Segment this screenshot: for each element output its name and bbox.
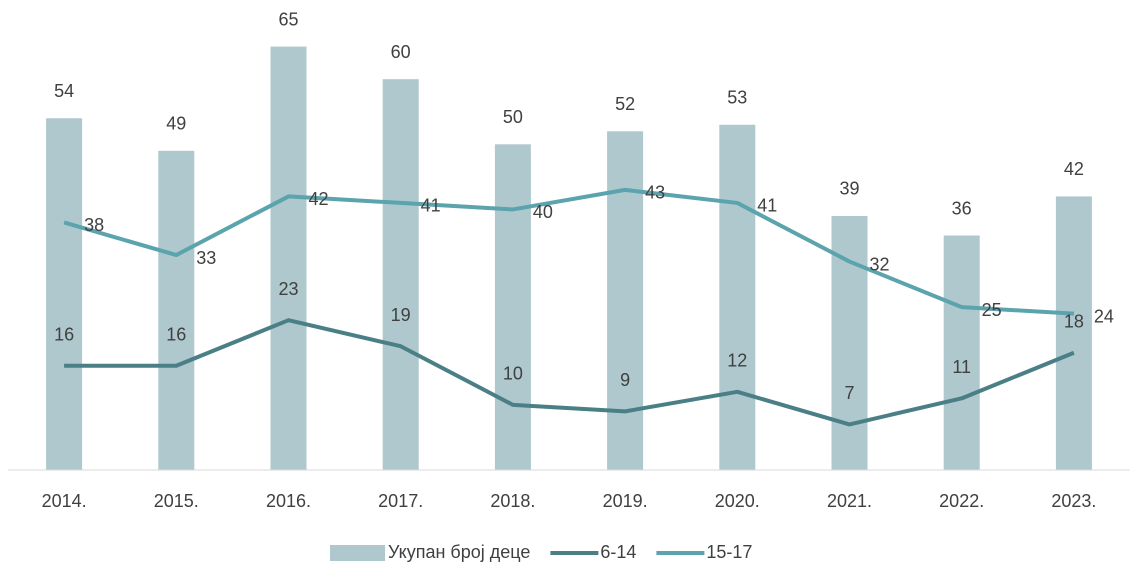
line-label: 12 bbox=[727, 351, 747, 371]
bar-label: 52 bbox=[615, 94, 635, 114]
bar bbox=[382, 79, 419, 471]
line-label: 18 bbox=[1064, 312, 1084, 332]
line-label: 32 bbox=[869, 254, 889, 274]
x-tick-label: 2023. bbox=[1051, 491, 1096, 511]
line-label: 9 bbox=[620, 370, 630, 390]
legend-label: Укупан број деце bbox=[388, 542, 530, 562]
bar bbox=[158, 150, 195, 470]
line-label: 23 bbox=[278, 279, 298, 299]
x-tick-label: 2016. bbox=[266, 491, 311, 511]
x-tick-label: 2021. bbox=[827, 491, 872, 511]
legend-label: 15-17 bbox=[706, 542, 752, 562]
line-label: 16 bbox=[54, 325, 74, 345]
bar-label: 65 bbox=[278, 9, 298, 29]
bar-label: 36 bbox=[952, 198, 972, 218]
line-label: 10 bbox=[503, 364, 523, 384]
bar-label: 49 bbox=[166, 114, 186, 134]
x-tick-label: 2018. bbox=[490, 491, 535, 511]
line-label: 38 bbox=[84, 215, 104, 235]
bar-label: 60 bbox=[391, 42, 411, 62]
line-label: 42 bbox=[308, 189, 328, 209]
line-label: 40 bbox=[533, 202, 553, 222]
bar bbox=[719, 124, 756, 470]
x-tick-label: 2022. bbox=[939, 491, 984, 511]
line-label: 19 bbox=[391, 305, 411, 325]
x-tick-label: 2020. bbox=[715, 491, 760, 511]
bar-label: 39 bbox=[839, 179, 859, 199]
x-tick-label: 2014. bbox=[42, 491, 87, 511]
line-label: 25 bbox=[982, 300, 1002, 320]
line-label: 16 bbox=[166, 325, 186, 345]
bar bbox=[46, 118, 83, 470]
bar-label: 42 bbox=[1064, 159, 1084, 179]
bar bbox=[1055, 196, 1092, 470]
x-tick-label: 2017. bbox=[378, 491, 423, 511]
bar bbox=[943, 235, 980, 470]
bar bbox=[831, 215, 868, 470]
line-label: 33 bbox=[196, 248, 216, 268]
line-label: 43 bbox=[645, 183, 665, 203]
x-tick-label: 2019. bbox=[603, 491, 648, 511]
bar-label: 50 bbox=[503, 107, 523, 127]
line-label: 24 bbox=[1094, 306, 1114, 326]
line bbox=[63, 187, 1075, 316]
bar-label: 53 bbox=[727, 88, 747, 108]
line-label: 41 bbox=[757, 196, 777, 216]
x-tick-label: 2015. bbox=[154, 491, 199, 511]
bar-label: 54 bbox=[54, 81, 74, 101]
bar bbox=[270, 46, 307, 470]
bar bbox=[494, 144, 531, 471]
line-label: 11 bbox=[952, 357, 971, 377]
legend-swatch bbox=[330, 545, 385, 561]
line-label: 41 bbox=[421, 196, 441, 216]
legend-label: 6-14 bbox=[600, 542, 636, 562]
bar bbox=[607, 131, 644, 470]
line-label: 7 bbox=[844, 383, 854, 403]
line bbox=[64, 318, 1075, 427]
